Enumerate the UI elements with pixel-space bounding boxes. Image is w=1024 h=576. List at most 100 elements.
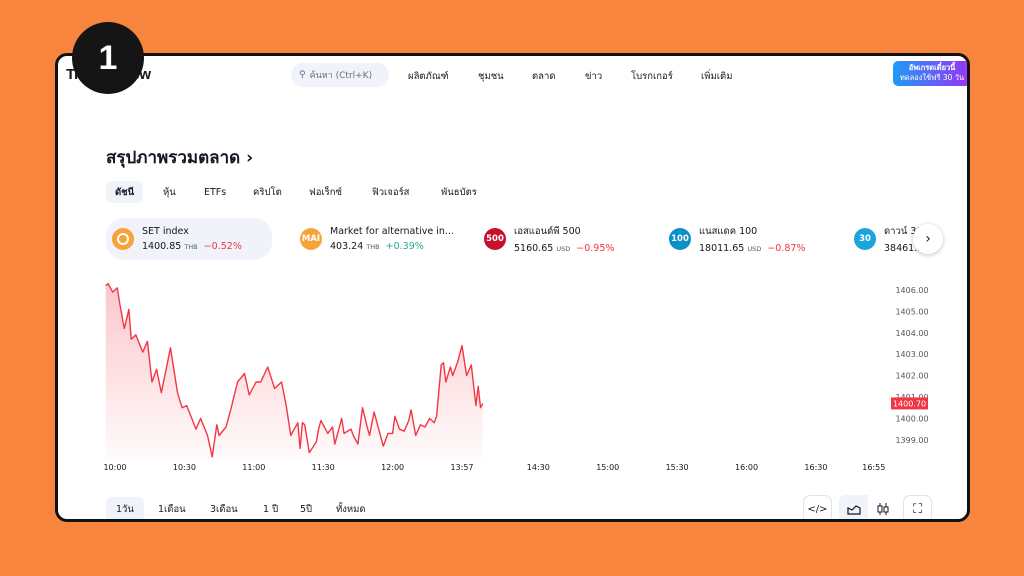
- embed-button[interactable]: </>: [803, 495, 832, 519]
- x-tick-label: 15:30: [666, 463, 689, 472]
- y-tick-label: 1404.00: [895, 329, 928, 338]
- ticker-card[interactable]: SET index 1400.85 THB −0.52%: [106, 218, 272, 260]
- ticker-card[interactable]: 100 แนสแดค 100 18011.65 USD −0.87%: [663, 218, 833, 260]
- x-tick-label: 11:30: [312, 463, 335, 472]
- ticker-currency: USD: [556, 245, 571, 253]
- x-tick-label: 13:57: [450, 463, 473, 472]
- ticker-price: 38461...: [884, 243, 924, 254]
- range-label: 3เดือน: [210, 504, 238, 515]
- y-tick-label: 1405.00: [895, 307, 928, 316]
- y-tick-label: 1400.00: [895, 414, 928, 423]
- fullscreen-icon: ⛶: [912, 501, 923, 517]
- ticker-logo-icon: 500: [484, 228, 506, 250]
- chevron-right-icon: ›: [240, 148, 254, 168]
- price-chart[interactable]: 1406.001405.001404.001403.001402.001401.…: [55, 53, 970, 522]
- x-tick-label: 16:00: [735, 463, 758, 472]
- x-tick-label: 16:30: [804, 463, 827, 472]
- range-label: ทั้งหมด: [336, 504, 366, 515]
- ticker-price: 18011.65: [699, 243, 745, 254]
- ticker-card[interactable]: 500 เอสแอนด์พี 500 5160.65 USD −0.95%: [478, 218, 648, 260]
- ticker-change: −0.87%: [767, 243, 806, 254]
- tab-label: ฟิวเจอร์ส: [372, 186, 410, 198]
- area-chart-icon: [846, 505, 861, 515]
- ticker-card[interactable]: 30 ดาวน์ 30 38461...: [848, 218, 928, 260]
- ticker-logo-icon: MAI: [300, 228, 322, 250]
- ticker-price: 5160.65: [514, 243, 554, 254]
- ticker-logo-icon: [112, 228, 134, 250]
- range-2[interactable]: 3เดือน: [200, 497, 248, 519]
- ticker-price: 1400.85: [142, 241, 182, 252]
- range-label: 1 ปี: [263, 504, 279, 515]
- nav-community[interactable]: ชุมชน: [478, 71, 504, 82]
- range-5[interactable]: ทั้งหมด: [326, 497, 376, 519]
- nav-brokers[interactable]: โบรกเกอร์: [631, 71, 673, 82]
- ticker-name: SET index: [142, 226, 189, 237]
- last-price-tag: [891, 397, 928, 410]
- candles-button[interactable]: [868, 495, 897, 519]
- tab-5[interactable]: ฟิวเจอร์ส: [363, 181, 418, 203]
- search-placeholder: ค้นหา (Ctrl+K): [309, 71, 373, 81]
- chart-area-fill: [105, 283, 483, 460]
- ticker-currency: THB: [366, 243, 380, 251]
- y-tick-label: 1406.00: [895, 286, 928, 295]
- ticker-name: ดาวน์ 30: [884, 226, 923, 237]
- ticker-name: แนสแดค 100: [699, 226, 758, 237]
- page-title-text: สรุปภาพรวมตลาด: [106, 148, 241, 168]
- upgrade-button[interactable]: อัพเกรดเดี๋ยวนี้ ทดลองใช้ฟรี 30 วัน: [893, 61, 967, 86]
- ticker-logo-icon: 100: [669, 228, 691, 250]
- range-label: 5ปี: [300, 504, 313, 515]
- ticker-name: เอสแอนด์พี 500: [514, 226, 581, 237]
- last-price-label: 1400.70: [893, 399, 926, 408]
- next-tickers-button[interactable]: ›: [913, 224, 943, 254]
- tab-label: พันธบัตร: [441, 186, 477, 198]
- ticker-price: 403.24: [330, 241, 364, 252]
- ticker-change: −0.95%: [576, 243, 615, 254]
- ticker-logo-icon: 30: [854, 228, 876, 250]
- y-tick-label: 1403.00: [895, 350, 928, 359]
- code-icon: </>: [807, 503, 828, 515]
- ticker-currency: USD: [747, 245, 762, 253]
- ticker-currency: THB: [184, 243, 198, 251]
- step-badge: 1: [72, 22, 144, 94]
- range-0[interactable]: 1วัน: [106, 497, 144, 519]
- area-chart-button[interactable]: [839, 495, 868, 519]
- y-tick-label: 1402.00: [895, 372, 928, 381]
- ticker-change: +0.39%: [385, 241, 424, 252]
- nav-news[interactable]: ข่าว: [585, 71, 603, 82]
- ticker-change: −0.52%: [203, 241, 242, 252]
- tab-3[interactable]: คริปโต: [244, 181, 291, 203]
- x-tick-label: 11:00: [242, 463, 265, 472]
- tab-label: ฟอเร็กซ์: [309, 186, 342, 198]
- range-3[interactable]: 1 ปี: [253, 497, 288, 519]
- tab-label: ดัชนี: [115, 186, 135, 198]
- tab-2[interactable]: ETFs: [195, 181, 235, 203]
- range-label: 1วัน: [116, 504, 134, 515]
- tab-0[interactable]: ดัชนี: [106, 181, 144, 203]
- ticker-name: Market for alternative in...: [330, 226, 454, 237]
- range-label: 1เดือน: [158, 504, 186, 515]
- trial-label: ทดลองใช้ฟรี 30 วัน: [899, 73, 965, 82]
- range-4[interactable]: 5ปี: [290, 497, 322, 519]
- nav-products[interactable]: ผลิตภัณฑ์: [408, 71, 449, 82]
- tab-4[interactable]: ฟอเร็กซ์: [300, 181, 351, 203]
- nav-markets[interactable]: ตลาด: [532, 71, 556, 82]
- chevron-right-icon: ›: [925, 231, 931, 247]
- x-tick-label: 14:30: [527, 463, 550, 472]
- search-input[interactable]: ⚲ ค้นหา (Ctrl+K): [291, 63, 389, 87]
- ticker-card[interactable]: MAI Market for alternative in... 403.24 …: [294, 218, 464, 260]
- tab-label: คริปโต: [253, 186, 282, 198]
- tab-1[interactable]: หุ้น: [154, 181, 185, 203]
- upgrade-label: อัพเกรดเดี๋ยวนี้: [908, 63, 956, 72]
- x-tick-label: 12:00: [381, 463, 404, 472]
- nav-more[interactable]: เพิ่มเติม: [701, 71, 733, 82]
- y-tick-label: 1399.00: [895, 436, 928, 445]
- x-tick-label: 10:00: [103, 463, 126, 472]
- range-1[interactable]: 1เดือน: [148, 497, 196, 519]
- fullscreen-button[interactable]: ⛶: [903, 495, 932, 519]
- search-icon: ⚲: [299, 70, 306, 80]
- tab-6[interactable]: พันธบัตร: [432, 181, 486, 203]
- page-title[interactable]: สรุปภาพรวมตลาด ›: [106, 144, 253, 171]
- x-tick-label: 15:00: [596, 463, 619, 472]
- tab-label: ETFs: [204, 186, 227, 198]
- tab-label: หุ้น: [163, 186, 176, 198]
